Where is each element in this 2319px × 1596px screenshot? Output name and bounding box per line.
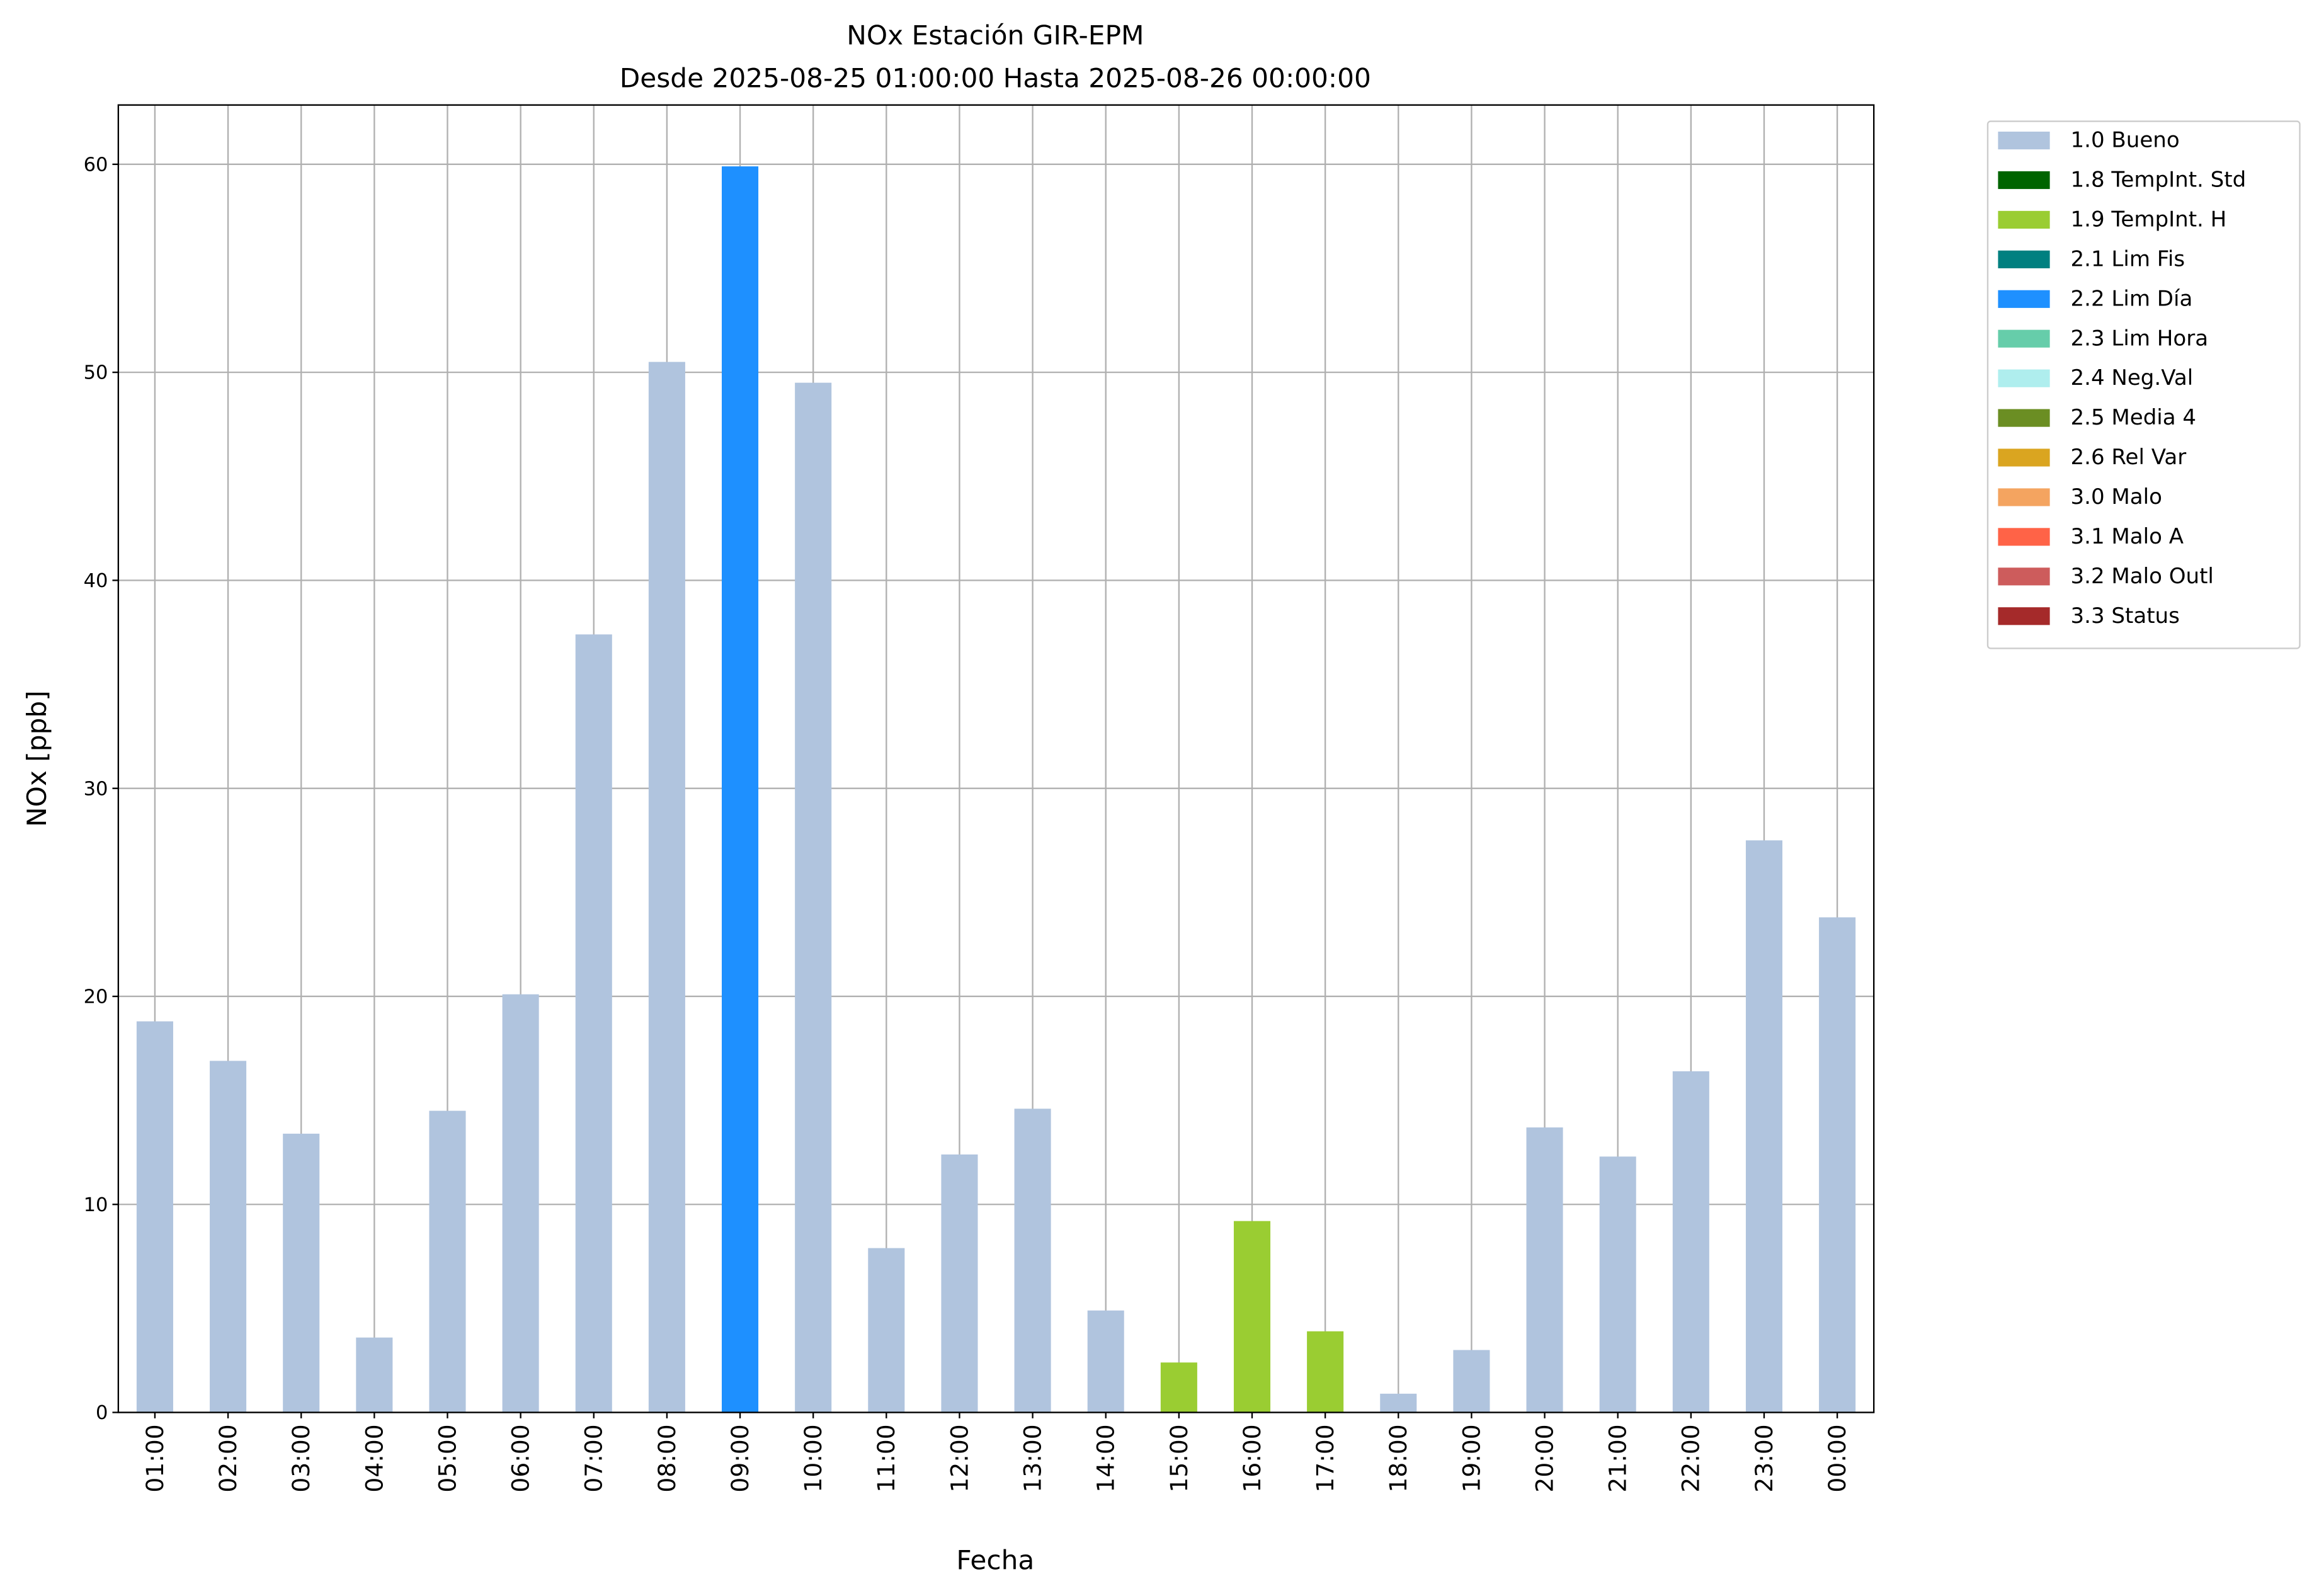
x-tick-label: 05:00: [433, 1424, 461, 1492]
bar: [721, 166, 759, 1413]
bar: [1380, 1393, 1417, 1413]
x-tick-label: 17:00: [1311, 1424, 1339, 1492]
legend-label: 1.9 TempInt. H: [2070, 207, 2226, 232]
x-tick-label: 16:00: [1238, 1424, 1266, 1492]
chart-title: NOx Estación GIR-EPM: [846, 20, 1144, 50]
legend-swatch: [1998, 488, 2050, 506]
bar: [868, 1248, 905, 1413]
bar: [575, 634, 612, 1413]
legend-swatch: [1998, 171, 2050, 190]
bar: [1087, 1310, 1124, 1413]
legend-swatch: [1998, 131, 2050, 150]
x-tick-label: 21:00: [1604, 1424, 1632, 1492]
x-tick-label: 04:00: [360, 1424, 388, 1492]
y-tick-label: 0: [96, 1402, 108, 1424]
legend-swatch: [1998, 329, 2050, 348]
bar: [1453, 1350, 1490, 1413]
bar: [1307, 1331, 1344, 1413]
y-tick-label: 20: [84, 986, 108, 1008]
chart-body: NOx Estación GIR-EPM Desde 2025-08-25 01…: [21, 20, 2301, 1575]
y-tick-label: 40: [84, 570, 108, 592]
y-tick-label: 50: [84, 362, 108, 384]
plot-frame: [117, 104, 1875, 1413]
x-tick-label: 11:00: [872, 1424, 900, 1492]
bar: [1233, 1221, 1271, 1413]
bar: [210, 1061, 247, 1413]
legend-swatch: [1998, 250, 2050, 268]
bar: [648, 362, 685, 1413]
x-tick-label: 07:00: [580, 1424, 608, 1492]
x-tick-label: 15:00: [1165, 1424, 1193, 1492]
y-tick-label: 60: [84, 154, 108, 176]
x-tick-label: 06:00: [507, 1424, 535, 1492]
chart-subtitle: Desde 2025-08-25 01:00:00 Hasta 2025-08-…: [620, 63, 1371, 94]
x-tick-label: 12:00: [945, 1424, 973, 1492]
legend-label: 2.3 Lim Hora: [2070, 326, 2208, 351]
legend-box: [1986, 120, 2301, 649]
legend-label: 3.0 Malo: [2070, 484, 2162, 510]
bar: [1672, 1071, 1709, 1413]
bar: [136, 1021, 173, 1413]
legend-swatch: [1998, 528, 2050, 546]
bar: [941, 1154, 978, 1413]
bar: [1599, 1156, 1636, 1413]
legend-label: 2.5 Media 4: [2070, 405, 2196, 430]
x-tick-label: 00:00: [1823, 1424, 1851, 1492]
legend-label: 3.2 Malo Outl: [2070, 564, 2213, 589]
legend-label: 3.1 Malo A: [2070, 524, 2184, 549]
bar: [795, 382, 832, 1413]
legend-swatch: [1998, 210, 2050, 229]
legend-label: 3.3 Status: [2070, 603, 2179, 629]
legend-swatch: [1998, 567, 2050, 586]
x-tick-label: 10:00: [799, 1424, 827, 1492]
x-tick-label: 22:00: [1677, 1424, 1705, 1492]
bar: [1526, 1127, 1563, 1413]
legend-label: 2.6 Rel Var: [2070, 445, 2186, 470]
bar: [1819, 917, 1856, 1413]
legend-label: 2.1 Lim Fis: [2070, 246, 2185, 271]
legend-label: 2.2 Lim Día: [2070, 286, 2192, 311]
bar: [283, 1133, 320, 1413]
x-tick-label: 03:00: [287, 1424, 315, 1492]
legend-label: 2.4 Neg.Val: [2070, 365, 2193, 390]
x-tick-label: 23:00: [1750, 1424, 1778, 1492]
bar: [429, 1110, 466, 1413]
bar: [1014, 1109, 1051, 1413]
bar: [356, 1337, 393, 1413]
bar: [1160, 1362, 1197, 1413]
y-axis-label: NOx [ppb]: [21, 690, 52, 827]
x-tick-label: 01:00: [141, 1424, 169, 1492]
x-tick-label: 13:00: [1018, 1424, 1046, 1492]
x-tick-label: 02:00: [214, 1424, 242, 1492]
y-tick-label: 30: [84, 778, 108, 800]
legend-label: 1.8 TempInt. Std: [2070, 168, 2246, 193]
x-tick-label: 14:00: [1092, 1424, 1120, 1492]
x-tick-label: 08:00: [653, 1424, 681, 1492]
x-tick-label: 20:00: [1530, 1424, 1558, 1492]
legend-swatch: [1998, 369, 2050, 387]
legend-label: 1.0 Bueno: [2070, 128, 2179, 153]
y-tick-label: 10: [84, 1194, 108, 1216]
x-axis-label: Fecha: [956, 1544, 1034, 1575]
legend-swatch: [1998, 607, 2050, 625]
bar: [1745, 840, 1782, 1413]
legend-swatch: [1998, 448, 2050, 467]
legend-swatch: [1998, 409, 2050, 427]
x-tick-label: 18:00: [1384, 1424, 1412, 1492]
legend-swatch: [1998, 290, 2050, 308]
bar: [502, 994, 539, 1413]
x-tick-label: 19:00: [1457, 1424, 1485, 1492]
x-tick-label: 09:00: [726, 1424, 754, 1492]
